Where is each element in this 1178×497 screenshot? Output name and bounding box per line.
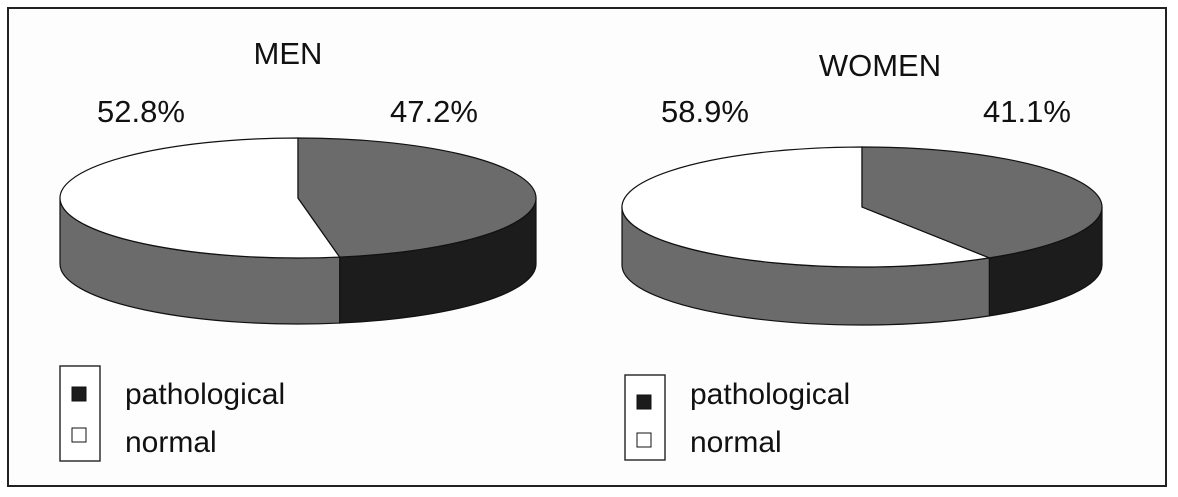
chart-title-women: WOMEN (819, 48, 941, 83)
pie-3d-men (59, 137, 537, 325)
legend-label-normal-men: normal (125, 426, 217, 459)
pie-3d-women (621, 146, 1103, 326)
legend-label-normal-women: normal (690, 426, 782, 459)
slice-label-pathological-men: 47.2% (390, 94, 478, 129)
legend-women: pathological normal (624, 374, 850, 461)
pie-chart-men: MEN 52.8% 47.2% pathological normal (59, 36, 537, 462)
legend-swatch-pathological-men (71, 386, 87, 402)
legend-swatch-pathological-women (636, 394, 652, 410)
legend-men: pathological normal (59, 365, 285, 462)
legend-label-pathological-men: pathological (125, 378, 285, 411)
pie-chart-women: WOMEN 58.9% 41.1% pathological normal (621, 48, 1103, 461)
slice-top-normal-men (59, 137, 341, 259)
slice-label-normal-men: 52.8% (97, 94, 185, 129)
chart-title-men: MEN (254, 36, 323, 71)
slice-label-normal-women: 58.9% (661, 94, 749, 129)
slice-label-pathological-women: 41.1% (983, 94, 1071, 129)
slice-top-pathological-women (861, 146, 1103, 259)
slice-top-normal-women (621, 146, 992, 268)
legend-swatch-normal-women (636, 432, 652, 448)
legend-label-pathological-women: pathological (690, 378, 850, 411)
legend-swatch-normal-men (71, 427, 87, 443)
slice-top-pathological-men (297, 137, 537, 258)
legend-box-men (59, 365, 101, 462)
